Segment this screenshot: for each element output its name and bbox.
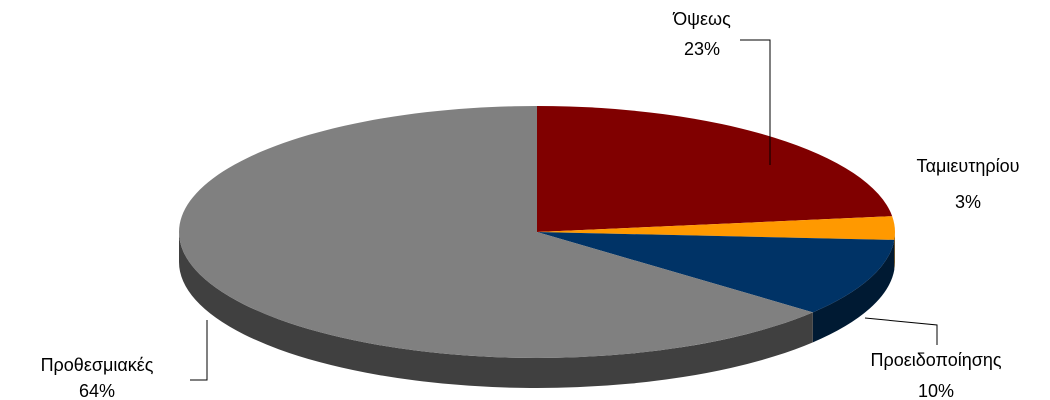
leader-line (864, 317, 938, 345)
slice-label: Προειδοποίησης (870, 350, 1001, 370)
slice-value-label: 10% (918, 381, 954, 400)
leader-line (190, 320, 208, 381)
slice-side (894, 232, 895, 270)
slice (178, 106, 813, 358)
slice (537, 232, 895, 313)
slice (537, 216, 895, 240)
slice (537, 106, 893, 232)
slice-value-label: 23% (684, 39, 720, 59)
slice-label: Ταμιευτηρίου (917, 156, 1020, 176)
slice-label: Προθεσμιακές (41, 355, 154, 375)
slice-side (179, 232, 813, 389)
leader-line (740, 39, 771, 165)
slice-label: Όψεως (672, 9, 731, 29)
slice-value-label: 64% (79, 381, 115, 400)
slice-side (812, 239, 895, 343)
slice-value-label: 3% (955, 192, 981, 212)
